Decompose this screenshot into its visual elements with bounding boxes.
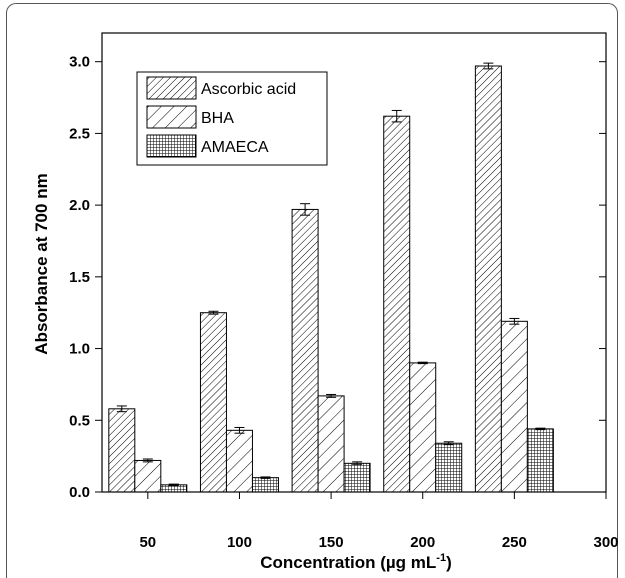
x-tick-label: 250 — [502, 534, 527, 551]
bar-amaeca-150 — [343, 462, 371, 493]
x-axis-title-main: Concentration (µg mL — [260, 553, 436, 572]
y-tick-label: 3.0 — [69, 54, 90, 71]
bar-ascorbic-acid-100 — [199, 312, 227, 493]
y-tick-label: 1.0 — [69, 341, 90, 358]
bar-ascorbic-acid-50 — [108, 408, 136, 493]
bar-ascorbic-acid-200 — [383, 115, 411, 493]
bar-ascorbic-acid-150 — [291, 208, 319, 493]
bar-ascorbic-acid-250 — [474, 65, 502, 493]
plot-frame — [101, 32, 607, 493]
bar-bha-100 — [225, 429, 253, 493]
legend-label-bha: BHA — [201, 110, 234, 127]
x-tick-label: 100 — [227, 534, 252, 551]
x-axis-title: Concentration (µg mL-1) — [260, 552, 451, 572]
x-tick-label: 150 — [319, 534, 344, 551]
legend-label-amaeca: AMAECA — [201, 139, 269, 156]
x-tick-label: 300 — [593, 534, 618, 551]
legend-swatch-amaeca — [146, 134, 197, 158]
y-tick-label: 1.5 — [69, 269, 90, 286]
x-tick-label: 200 — [410, 534, 435, 551]
axes-layer: 0.0 0.5 1.0 1.5 2.0 2.5 3.0 50 100 150 200 250 300 — [69, 32, 619, 551]
bar-amaeca-100 — [251, 477, 279, 493]
y-axis-title: Absorbance at 700 nm — [32, 173, 51, 354]
legend: Ascorbic acid BHA AMAECA — [136, 71, 328, 166]
figure-frame — [6, 3, 618, 578]
y-tick-label: 2.0 — [69, 197, 90, 214]
bar-amaeca-200 — [435, 442, 463, 493]
y-tick-label: 0.0 — [69, 484, 90, 501]
legend-swatch-bha — [146, 105, 197, 129]
x-axis-title-suffix: ) — [446, 553, 452, 572]
legend-label-ascorbic-acid: Ascorbic acid — [201, 81, 296, 98]
bar-bha-50 — [134, 459, 162, 493]
x-axis-title-superscript: -1 — [436, 552, 446, 564]
y-tick-label: 2.5 — [69, 125, 90, 142]
bar-bha-250 — [500, 320, 528, 493]
legend-swatch-ascorbic-acid — [146, 76, 197, 100]
bar-bha-200 — [409, 362, 437, 493]
bar-amaeca-250 — [526, 428, 554, 493]
bar-bha-150 — [317, 395, 345, 493]
x-tick-label: 50 — [139, 534, 156, 551]
y-tick-label: 0.5 — [69, 412, 90, 429]
